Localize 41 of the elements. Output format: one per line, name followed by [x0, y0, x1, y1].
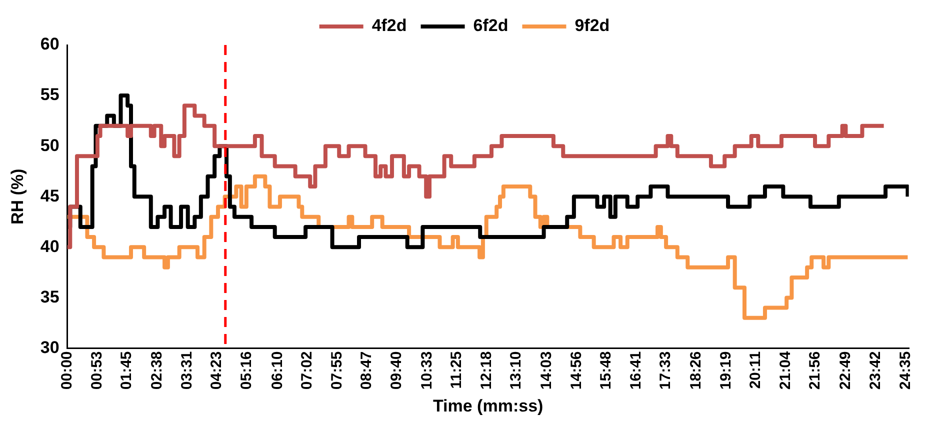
- x-tick-label: 03:31: [178, 351, 196, 390]
- y-tick-label: 35: [40, 287, 60, 306]
- x-tick-label: 01:45: [118, 351, 136, 390]
- x-tick-label: 23:42: [867, 351, 884, 390]
- x-tick-label: 15:48: [597, 351, 614, 390]
- x-tick-label: 13:10: [508, 351, 525, 390]
- legend-label: 9f2d: [574, 16, 610, 36]
- x-tick-label: 05:16: [238, 351, 256, 390]
- x-tick-label: 21:56: [806, 351, 824, 390]
- legend-label: 4f2d: [372, 16, 407, 36]
- x-tick-label: 16:41: [628, 351, 645, 390]
- x-tick-label: 19:19: [717, 351, 734, 390]
- x-tick-label: 07:55: [328, 351, 346, 390]
- x-tick-label: 11:25: [448, 351, 465, 389]
- x-tick-label: 06:10: [268, 351, 286, 390]
- x-tick-label: 12:18: [478, 351, 496, 390]
- x-tick-label: 07:02: [298, 351, 316, 390]
- y-tick-label: 50: [40, 136, 60, 155]
- y-axis-title: RH (%): [8, 168, 27, 224]
- x-tick-label: 04:23: [208, 351, 225, 390]
- x-tick-label: 00:53: [88, 351, 106, 390]
- x-tick-label: 18:26: [687, 351, 704, 390]
- x-tick-label: 09:40: [388, 351, 406, 390]
- x-tick-label: 14:03: [538, 351, 555, 390]
- x-tick-label: 22:49: [836, 351, 854, 390]
- x-tick-label: 08:47: [358, 351, 376, 390]
- y-tick-label: 30: [40, 338, 60, 357]
- legend-label: 6f2d: [473, 16, 508, 36]
- x-tick-label: 24:35: [897, 351, 914, 390]
- y-tick-label: 40: [40, 236, 60, 256]
- x-tick-label: 21:04: [777, 350, 794, 390]
- y-tick-label: 45: [40, 186, 60, 206]
- x-tick-label: 10:33: [418, 351, 436, 390]
- x-tick-label: 00:00: [58, 351, 76, 390]
- y-tick-label: 55: [40, 85, 60, 104]
- x-tick-label: 20:11: [747, 351, 764, 389]
- x-tick-label: 17:33: [657, 351, 674, 390]
- x-axis-title: Time (mm:ss): [432, 396, 544, 416]
- x-tick-label: 14:56: [568, 351, 585, 390]
- x-tick-label: 02:38: [148, 351, 166, 390]
- y-tick-label: 60: [40, 34, 60, 54]
